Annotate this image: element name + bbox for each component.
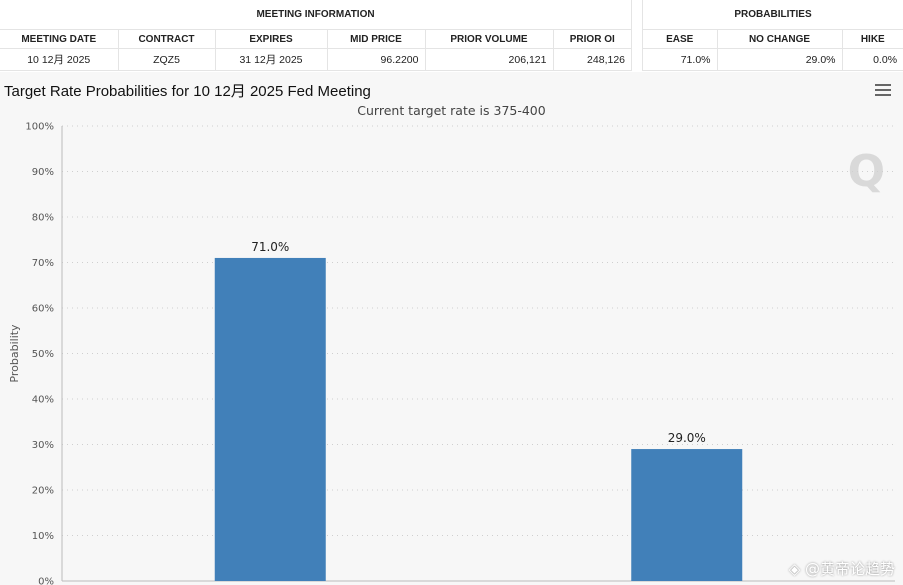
cell-ease: 71.0% <box>643 48 718 71</box>
chart-area: Target Rate Probabilities for 10 12月 202… <box>0 72 903 585</box>
header-prior-volume: PRIOR VOLUME <box>425 29 554 49</box>
cell-hike: 0.0% <box>842 48 903 71</box>
header-contract: CONTRACT <box>118 29 216 49</box>
y-tick-label: 40% <box>32 395 54 406</box>
header-meeting-date: MEETING DATE <box>0 29 119 49</box>
header-mid-price: MID PRICE <box>327 29 426 49</box>
meeting-information-table: MEETING INFORMATION MEETING DATE CONTRAC… <box>0 0 632 71</box>
bar <box>214 257 326 581</box>
header-hike: HIKE <box>842 29 903 49</box>
cell-prior-volume: 206,121 <box>425 48 554 71</box>
probabilities-table: PROBABILITIES EASE NO CHANGE HIKE 71.0% … <box>643 0 903 71</box>
y-tick-label: 60% <box>32 304 54 315</box>
cell-expires: 31 12月 2025 <box>215 48 328 71</box>
y-tick-label: 100% <box>25 122 54 133</box>
watermark-logo: Q <box>847 146 885 197</box>
y-tick-label: 10% <box>32 531 54 542</box>
header-ease: EASE <box>643 29 718 49</box>
cell-no-change: 29.0% <box>717 48 843 71</box>
y-tick-label: 30% <box>32 440 54 451</box>
y-axis-label: Probability <box>8 324 21 383</box>
bar-data-label: 71.0% <box>251 240 289 254</box>
header-no-change: NO CHANGE <box>717 29 843 49</box>
table-divider <box>631 0 643 71</box>
meeting-information-title: MEETING INFORMATION <box>0 0 632 30</box>
hamburger-menu-icon[interactable] <box>875 84 891 96</box>
y-tick-label: 80% <box>32 213 54 224</box>
bar-chart-plot: 0% 10% 20% 30% 40% 50% 60% 70% 80% 90% 100% Probabi… <box>8 122 895 585</box>
credit-watermark: ◈ @黄帝论趋势 <box>788 560 895 578</box>
y-tick-label: 70% <box>32 258 54 269</box>
chart-title: Target Rate Probabilities for 10 12月 202… <box>4 83 371 100</box>
bar-data-label: 29.0% <box>668 431 706 445</box>
y-tick-label: 20% <box>32 486 54 497</box>
cell-contract: ZQZ5 <box>118 48 216 71</box>
header-expires: EXPIRES <box>215 29 328 49</box>
header-prior-oi: PRIOR OI <box>553 29 632 49</box>
bar <box>631 449 743 581</box>
cell-meeting-date: 10 12月 2025 <box>0 48 119 71</box>
cell-mid-price: 96.2200 <box>327 48 426 71</box>
chart-subtitle: Current target rate is 375-400 <box>357 103 546 118</box>
cell-prior-oi: 248,126 <box>553 48 632 71</box>
probabilities-title: PROBABILITIES <box>643 0 903 30</box>
y-tick-label: 0% <box>38 577 54 585</box>
y-tick-label: 90% <box>32 167 54 178</box>
y-tick-label: 50% <box>32 349 54 360</box>
